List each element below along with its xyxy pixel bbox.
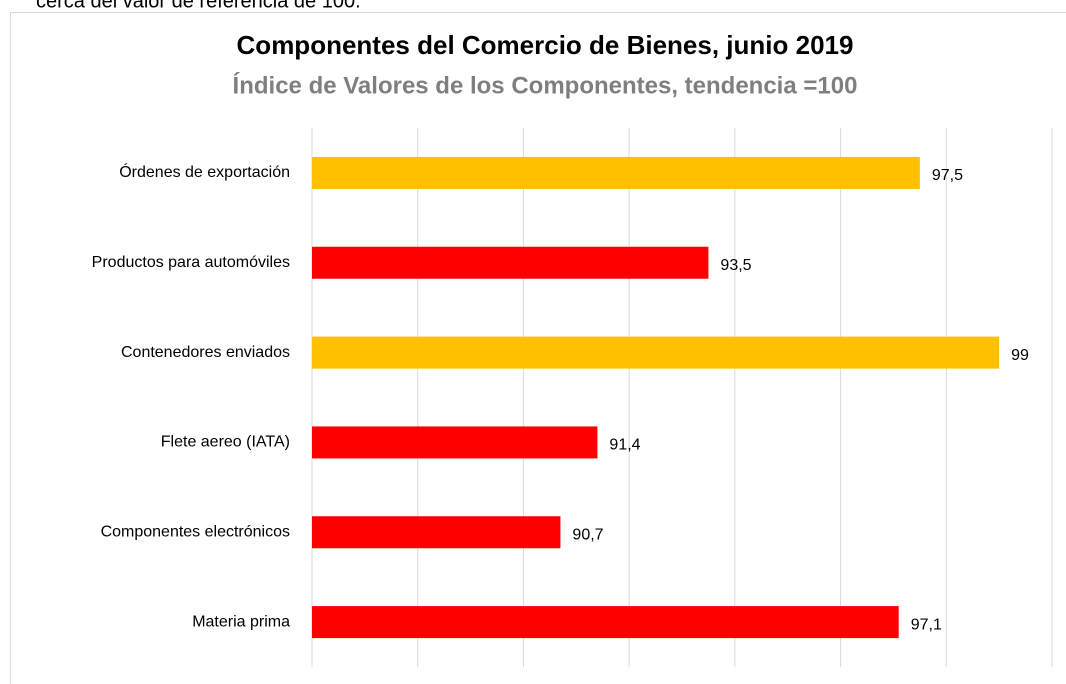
- value-label: 99: [1011, 347, 1029, 364]
- value-label: 91,4: [609, 437, 640, 454]
- category-label: Flete aereo (IATA): [161, 434, 290, 451]
- category-label: Componentes electrónicos: [101, 523, 290, 540]
- bar: [312, 516, 561, 549]
- value-label: 93,5: [720, 257, 751, 274]
- chart-subtitle: Índice de Valores de los Componentes, te…: [233, 71, 858, 99]
- value-label: 90,7: [572, 526, 603, 543]
- category-label: Órdenes de exportación: [119, 162, 290, 181]
- category-label: Contenedores enviados: [121, 344, 290, 361]
- bar: [312, 156, 920, 189]
- category-label: Productos para automóviles: [92, 254, 290, 271]
- bar: [312, 426, 598, 459]
- bar: [312, 606, 899, 639]
- value-label: 97,1: [911, 616, 942, 633]
- bar: [312, 246, 709, 279]
- category-label: Materia prima: [192, 613, 290, 630]
- chart-title: Componentes del Comercio de Bienes, juni…: [237, 30, 854, 60]
- page-text: cerca del valor de referencia de 100.: [36, 0, 361, 12]
- value-label: 97,5: [932, 167, 963, 184]
- chart-border: [10, 12, 1066, 684]
- bar: [312, 336, 1000, 369]
